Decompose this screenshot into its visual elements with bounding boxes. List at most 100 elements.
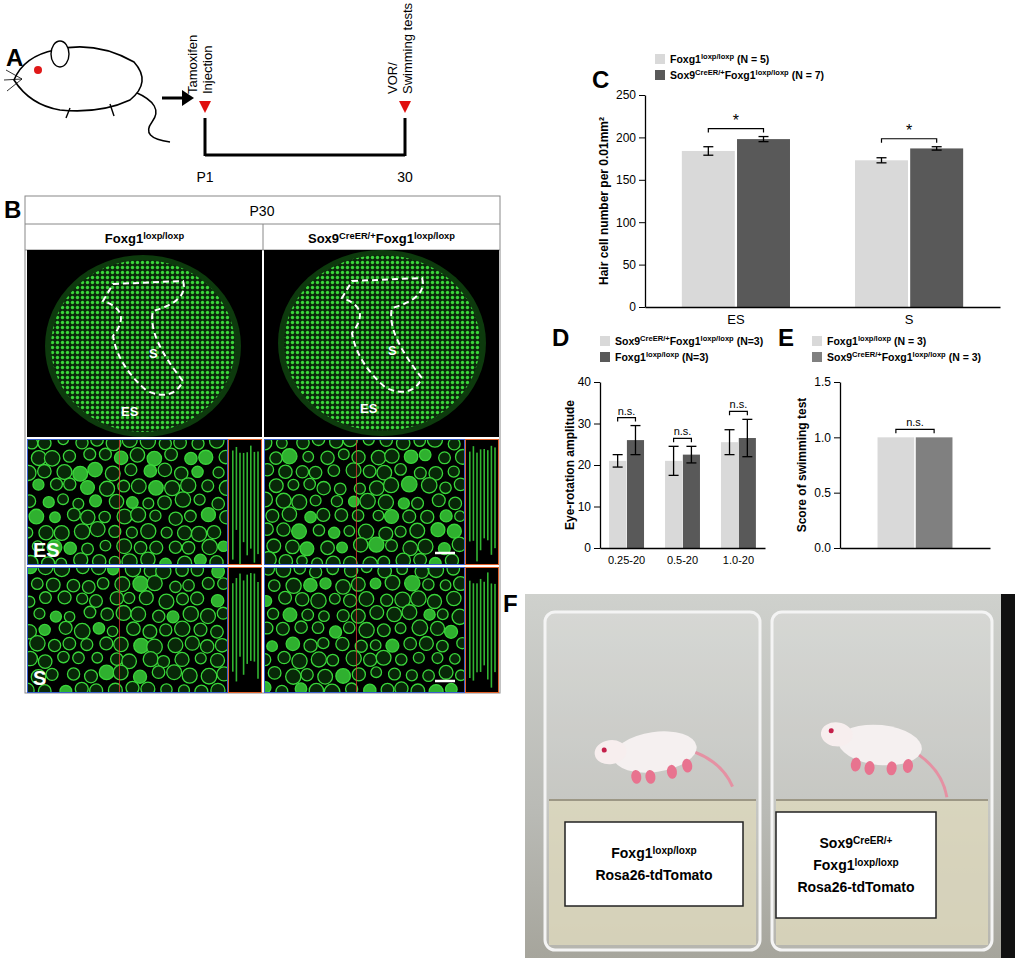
side-view xyxy=(465,567,499,693)
hair-cell xyxy=(58,651,69,662)
hair-cell xyxy=(46,668,58,680)
hair-cell xyxy=(109,525,121,537)
side-streak xyxy=(476,583,478,672)
side-streak xyxy=(257,452,259,555)
hair-cell xyxy=(201,508,215,522)
hair-cell xyxy=(385,449,399,463)
hair-cell xyxy=(143,625,157,639)
hair-cell xyxy=(167,611,179,623)
error-stem xyxy=(635,426,636,455)
hair-cell xyxy=(354,483,365,494)
chart: 0102030400.25-200.5-201.0-20Eye-rotation… xyxy=(563,334,766,566)
text-run: Score of swimming test xyxy=(795,398,809,533)
bar xyxy=(737,139,790,307)
hair-cell xyxy=(295,683,307,693)
hair-cell xyxy=(317,482,330,495)
timeline-end xyxy=(404,118,407,156)
hair-cell xyxy=(378,556,390,565)
axis-line xyxy=(601,548,766,549)
tick-label: 1.5 xyxy=(814,375,831,389)
hair-cell xyxy=(277,523,290,536)
side-streak xyxy=(487,450,489,540)
legend: Foxg1loxp/loxp (N = 3)Sox9CreER/+Foxg1lo… xyxy=(812,334,981,363)
hair-cell xyxy=(320,578,331,589)
tick-label: S xyxy=(905,312,914,327)
y-tick: 50 xyxy=(623,258,645,272)
y-tick: 250 xyxy=(616,88,645,102)
hair-cell xyxy=(414,554,427,565)
hair-cell xyxy=(437,609,448,620)
event-label: VOR/ Swimming tests xyxy=(385,2,415,94)
text-run: loxp/loxp xyxy=(414,231,455,241)
hair-cell xyxy=(288,479,299,490)
hair-cell xyxy=(108,683,122,693)
tick-mark xyxy=(834,437,840,438)
hair-cell xyxy=(297,556,307,565)
side-streak xyxy=(469,452,471,542)
hair-cell xyxy=(51,478,63,490)
beaker xyxy=(772,612,992,950)
hair-cell xyxy=(432,494,445,507)
hair-cell xyxy=(387,607,402,622)
hair-cell xyxy=(329,593,340,604)
hair-cell xyxy=(38,439,51,450)
hair-cell xyxy=(27,439,38,449)
zoom-bg xyxy=(27,439,262,565)
label-box xyxy=(776,812,936,918)
hair-cell xyxy=(170,581,181,592)
error-cap xyxy=(686,462,696,463)
hair-cell xyxy=(396,553,410,565)
x-axis: ESS xyxy=(646,307,1001,327)
mouse-paw xyxy=(666,764,678,779)
hair-cell xyxy=(38,567,53,575)
hair-cell xyxy=(67,668,79,680)
plot-marks xyxy=(878,437,953,548)
hair-cell xyxy=(134,541,146,553)
text-run: Foxg1 xyxy=(615,351,646,363)
hair-cell xyxy=(114,637,128,651)
hair-cell xyxy=(185,452,197,464)
hair-cell xyxy=(346,463,361,478)
error-stem xyxy=(708,147,709,155)
hair-cell xyxy=(75,682,88,693)
hair-cell xyxy=(313,525,324,536)
tick-mark xyxy=(639,180,645,181)
side-streak xyxy=(239,574,241,657)
hair-cell xyxy=(318,638,329,649)
timepoint-label: P1 xyxy=(196,169,213,185)
y-tick: 40 xyxy=(578,375,600,389)
hair-cell xyxy=(401,476,417,492)
hair-cell xyxy=(278,651,290,663)
hair-cell xyxy=(141,682,155,693)
frame-xy xyxy=(28,440,228,565)
hair-cell xyxy=(58,591,71,604)
hair-cell xyxy=(440,580,451,591)
hair-cell xyxy=(337,610,349,622)
hair-cell xyxy=(369,537,384,552)
text-run: Foxg1 xyxy=(882,351,913,363)
x-tick: 0.25-20 xyxy=(608,548,645,566)
beaker xyxy=(545,612,760,950)
hair-cell xyxy=(269,479,283,493)
hair-cell xyxy=(264,682,271,693)
side-streak xyxy=(246,452,248,555)
hair-cell xyxy=(381,594,393,606)
side-streak xyxy=(243,580,245,674)
chart: 050100150200250ESSHair cell number per 0… xyxy=(597,52,1001,327)
mouse-icon xyxy=(4,41,170,142)
hair-cell xyxy=(264,464,274,476)
legend-swatch xyxy=(655,70,665,80)
mouse-whisker xyxy=(6,70,22,79)
hair-cell xyxy=(344,526,355,537)
hair-cell xyxy=(111,653,124,666)
hair-cell xyxy=(319,611,330,622)
panel-label: D xyxy=(552,324,569,351)
zoom-image xyxy=(27,439,262,565)
hair-cell xyxy=(317,508,330,521)
hair-cell xyxy=(192,439,204,449)
tick-label: 1.0-20 xyxy=(723,554,754,566)
hair-cell xyxy=(432,653,443,664)
event-marker xyxy=(199,101,211,113)
zoom-bg xyxy=(27,567,262,693)
error-cap xyxy=(759,136,769,137)
